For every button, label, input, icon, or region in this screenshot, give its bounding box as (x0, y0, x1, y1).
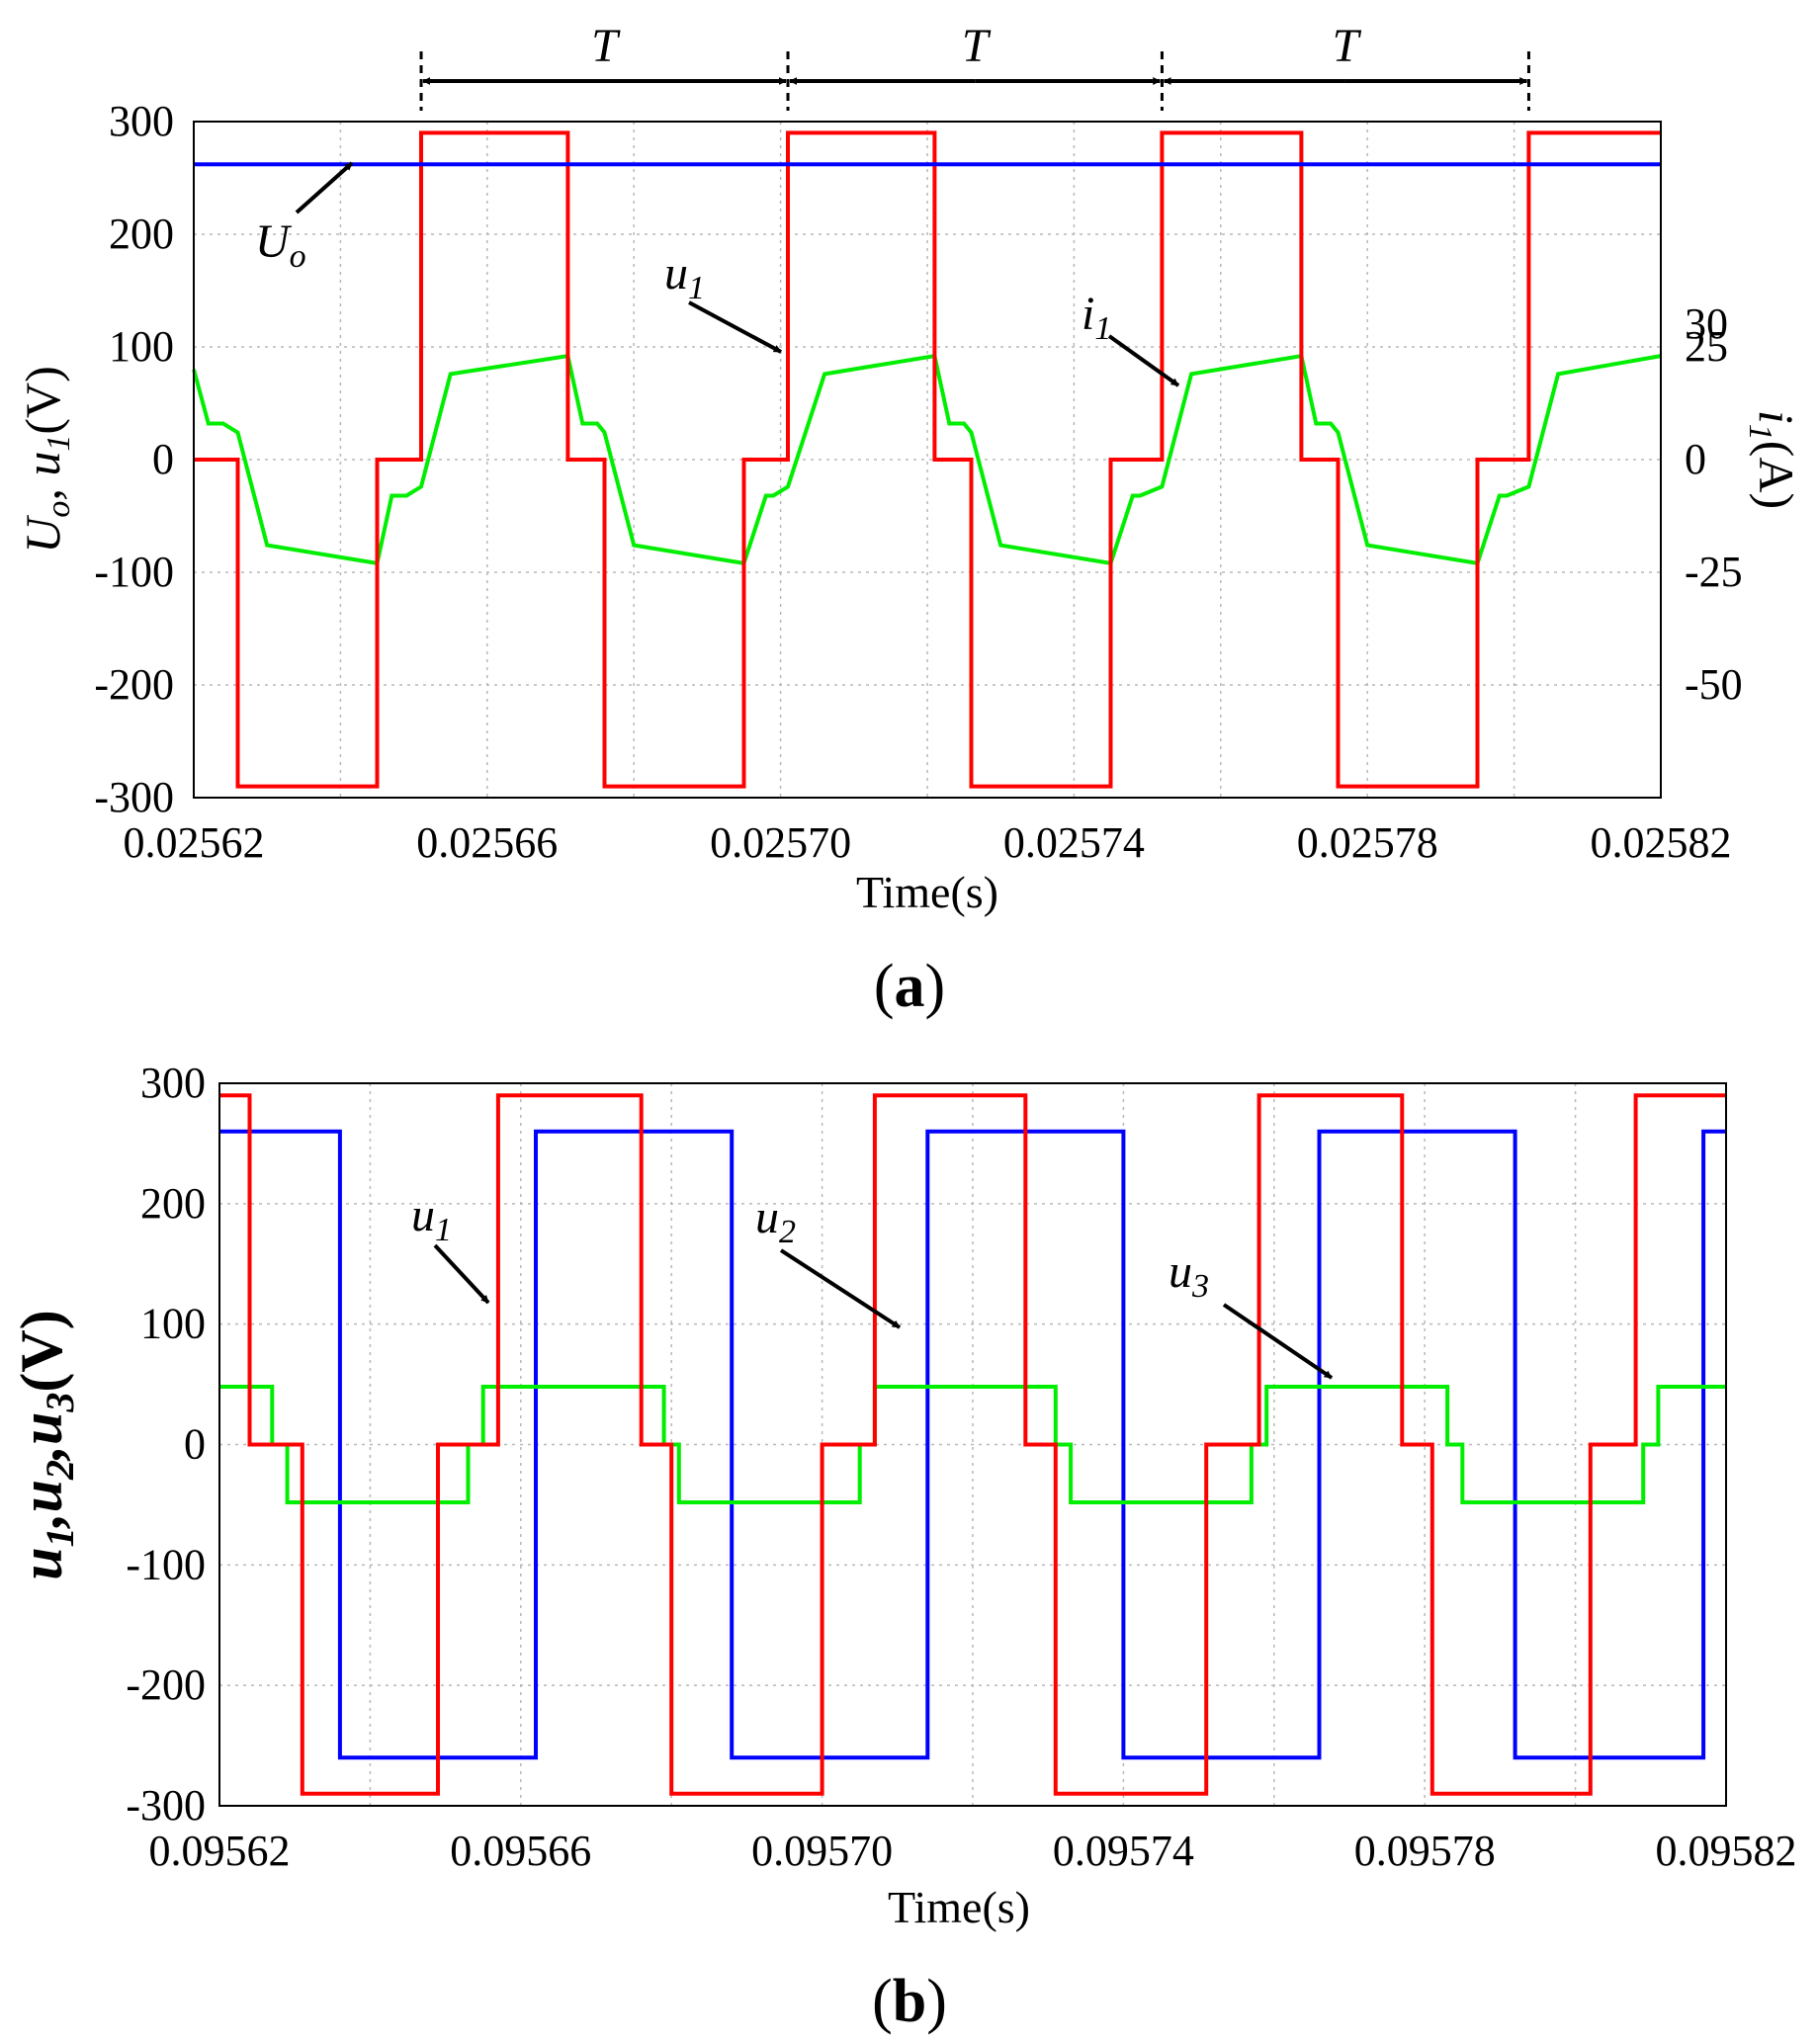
label-Uo: Uo (255, 215, 306, 275)
y-tick-label-left: 100 (109, 322, 174, 371)
period-label: T (962, 20, 992, 72)
annotation-u1-b: u1 (411, 1189, 490, 1305)
series-u1 (219, 1093, 1726, 1796)
x-tick-labels-b: 0.09562 0.09566 0.09570 0.09574 0.09578 0.095… (149, 1827, 1797, 1875)
y-tick-labels-b: 300 200 100 0 -100 -200 -300 (126, 1059, 206, 1830)
label-i1: i1 (1082, 288, 1111, 347)
x-tick-label: 0.02570 (710, 818, 851, 867)
series-b (219, 1093, 1726, 1796)
x-tick-label: 0.09570 (751, 1827, 893, 1875)
label-u2-b: u2 (755, 1191, 796, 1250)
label-u1: u1 (664, 247, 705, 306)
y-tick-labels-left-a: 300 200 100 0 -100 -200 -300 (94, 97, 174, 821)
series-u1 (194, 130, 1661, 789)
grid-a (194, 122, 1661, 798)
x-axis-title-a: Time(s) (856, 867, 998, 917)
annotation-i1: i1 (1082, 288, 1180, 387)
y-tick-label: 200 (140, 1179, 206, 1228)
x-tick-label: 0.02578 (1297, 818, 1438, 867)
period-label: T (591, 20, 621, 72)
y-tick-label-right: 0 (1685, 435, 1706, 483)
x-tick-label: 0.09578 (1354, 1827, 1496, 1875)
annotation-Uo: Uo (255, 161, 354, 275)
x-tick-label: 0.09574 (1053, 1827, 1194, 1875)
y-tick-label-left: 300 (109, 97, 174, 145)
plot-frame-a (193, 121, 1662, 799)
y-tick-label: 0 (184, 1420, 206, 1469)
annotation-u3-b: u3 (1169, 1245, 1334, 1380)
x-tick-label: 0.09566 (450, 1827, 591, 1875)
period-label: T (1333, 20, 1362, 72)
x-tick-label: 0.09562 (149, 1827, 291, 1875)
annotation-u1: u1 (664, 247, 782, 354)
y-tick-label: 100 (140, 1300, 206, 1348)
y-tick-label-right: 30 (1685, 299, 1728, 348)
y-tick-label: -300 (126, 1781, 206, 1830)
arrow-u1 (688, 300, 782, 354)
x-tick-label: 0.02574 (1003, 818, 1145, 867)
y-tick-label-left: -100 (94, 548, 174, 596)
y-tick-label: -200 (126, 1661, 206, 1709)
y-tick-label-right: -50 (1685, 660, 1743, 709)
series-a (192, 130, 1662, 789)
arrow-u1-b (433, 1243, 490, 1305)
y-axis-title-left-a: Uo, u1(V) (15, 366, 77, 554)
y-tick-label: -100 (126, 1540, 206, 1588)
annotation-u2-b: u2 (755, 1191, 902, 1329)
y-tick-label-left: -200 (94, 660, 174, 709)
x-tick-label: 0.02582 (1591, 818, 1732, 867)
series-u3 (219, 1385, 1726, 1504)
x-tick-label: 0.02566 (416, 818, 558, 867)
label-u1-b: u1 (411, 1189, 452, 1248)
y-tick-label-left: 0 (152, 435, 174, 483)
caption-b: (b) (872, 1968, 947, 2035)
x-tick-label: 0.09582 (1656, 1827, 1797, 1875)
y-tick-label-left: 200 (109, 210, 174, 258)
x-tick-labels-a: 0.02562 0.02566 0.02570 0.02574 0.02578 0.025… (124, 818, 1732, 867)
y-tick-label-right: -25 (1685, 548, 1743, 596)
label-u3-b: u3 (1169, 1245, 1209, 1305)
y-axis-title-right-a: i1(A) (1742, 410, 1804, 509)
y-axis-title-b: u1,u2,u3(V) (9, 1310, 82, 1579)
arrow-u3-b (1222, 1303, 1334, 1380)
arrow-i1 (1107, 334, 1180, 387)
x-axis-title-b: Time(s) (888, 1882, 1030, 1932)
chart-panel-b: 0.09562 0.09566 0.09570 0.09574 0.09578 0.095… (9, 1059, 1797, 2035)
y-tick-label: 300 (140, 1059, 206, 1107)
y-tick-label-right: 25 (1685, 322, 1728, 371)
y-tick-label-left: -300 (94, 773, 174, 821)
plot-frame-b (218, 1082, 1727, 1807)
caption-a: (a) (874, 953, 945, 1020)
arrow-Uo (295, 161, 354, 214)
x-tick-label: 0.02562 (124, 818, 265, 867)
arrow-u2-b (779, 1248, 902, 1329)
